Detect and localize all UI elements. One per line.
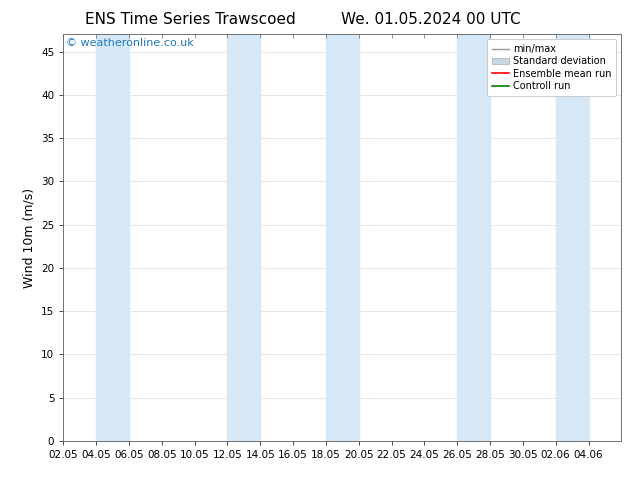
Legend: min/max, Standard deviation, Ensemble mean run, Controll run: min/max, Standard deviation, Ensemble me…	[487, 39, 616, 96]
Bar	[457, 34, 490, 441]
Bar	[326, 34, 359, 441]
Bar	[228, 34, 261, 441]
Text: We. 01.05.2024 00 UTC: We. 01.05.2024 00 UTC	[341, 12, 521, 27]
Text: ENS Time Series Trawscoed: ENS Time Series Trawscoed	[85, 12, 295, 27]
Bar	[555, 34, 588, 441]
Y-axis label: Wind 10m (m/s): Wind 10m (m/s)	[23, 188, 36, 288]
Bar	[96, 34, 129, 441]
Text: © weatheronline.co.uk: © weatheronline.co.uk	[66, 38, 194, 49]
